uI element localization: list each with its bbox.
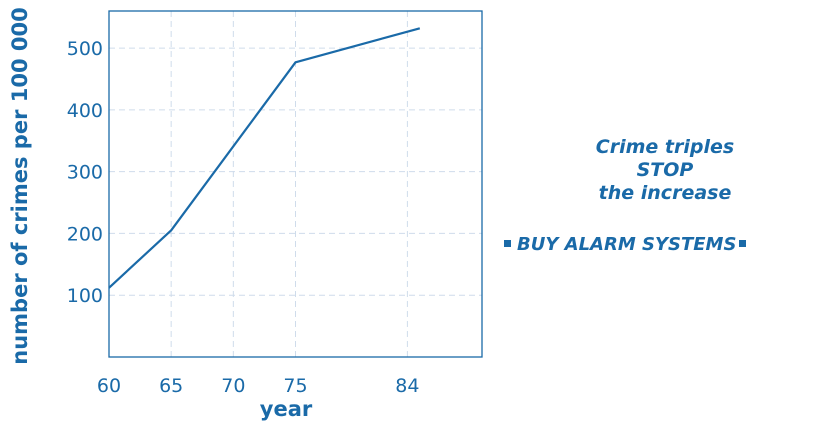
advert-headline: Crime triples STOP the increase [540,136,790,205]
y-tick-label: 400 [67,100,103,122]
advert-cta-text: BUY ALARM SYSTEMS [517,234,737,255]
y-tick-label: 300 [67,162,103,184]
advert-call-to-action: BUY ALARM SYSTEMS [498,234,818,255]
advert-line-2: STOP [636,159,694,181]
bullet-square-icon [739,239,747,247]
y-axis-title: number of crimes per 100 000 [8,7,32,364]
y-tick-label: 100 [67,285,103,307]
x-tick-label: 84 [395,375,419,397]
plot-frame [108,10,483,358]
series-line-crime-rate [108,27,421,289]
y-tick-label: 200 [67,223,103,245]
x-tick-label: 70 [221,375,245,397]
x-tick-label: 60 [97,375,121,397]
advert-line-1: Crime triples [595,136,735,158]
x-tick-label: 65 [159,375,183,397]
x-axis-title: year [260,397,313,421]
advert-line-3: the increase [598,182,732,204]
x-tick-label: 75 [283,375,307,397]
bullet-square-icon [504,239,511,247]
y-tick-label: 500 [67,38,103,60]
